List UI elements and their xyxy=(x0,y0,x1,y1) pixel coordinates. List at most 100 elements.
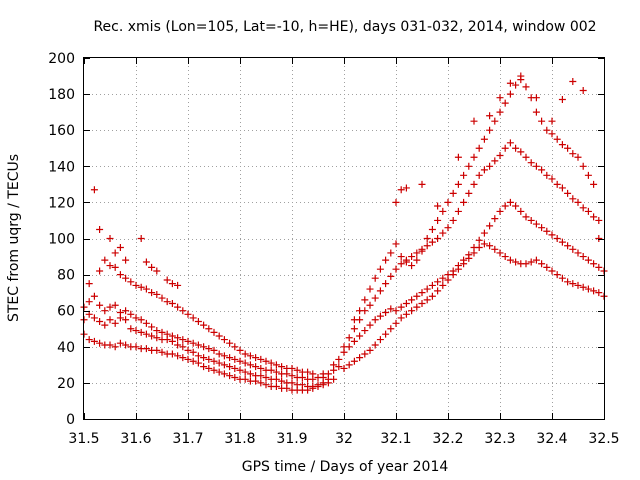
data-point xyxy=(558,238,566,246)
data-point xyxy=(392,319,400,327)
data-point xyxy=(205,355,213,363)
data-point xyxy=(558,274,566,282)
data-point xyxy=(153,327,161,335)
data-point xyxy=(210,328,218,336)
data-point xyxy=(361,350,369,358)
data-point xyxy=(309,383,317,391)
data-point xyxy=(506,139,514,147)
data-point xyxy=(408,307,416,315)
data-point xyxy=(262,373,270,381)
data-point xyxy=(486,126,494,134)
data-point xyxy=(257,355,265,363)
data-point xyxy=(226,372,234,380)
data-point xyxy=(595,263,603,271)
data-point xyxy=(168,299,176,307)
data-point xyxy=(553,271,561,279)
data-point xyxy=(335,363,343,371)
data-point xyxy=(402,310,410,318)
data-point xyxy=(397,303,405,311)
data-point xyxy=(148,332,156,340)
data-point xyxy=(574,281,582,289)
y-tick-label: 180 xyxy=(48,87,75,103)
data-point xyxy=(298,381,306,389)
data-point xyxy=(168,332,176,340)
data-point xyxy=(137,316,145,324)
x-tick-label: 31.9 xyxy=(276,431,307,447)
data-point xyxy=(257,372,265,380)
data-point xyxy=(168,350,176,358)
data-point xyxy=(491,245,499,253)
x-axis-label: GPS time / Days of year 2014 xyxy=(242,459,449,475)
data-point xyxy=(444,198,452,206)
data-point xyxy=(184,337,192,345)
data-point xyxy=(210,366,218,374)
data-point xyxy=(460,171,468,179)
data-point xyxy=(574,153,582,161)
data-point xyxy=(465,251,473,259)
data-point xyxy=(241,359,249,367)
data-point xyxy=(527,159,535,167)
data-point xyxy=(548,267,556,275)
data-point xyxy=(236,366,244,374)
y-tick-label: 140 xyxy=(48,159,75,175)
data-point xyxy=(137,283,145,291)
data-point xyxy=(262,357,270,365)
data-point xyxy=(106,303,114,311)
data-point xyxy=(470,117,478,125)
data-point xyxy=(595,216,603,224)
x-tick-label: 31.5 xyxy=(68,431,99,447)
data-point xyxy=(387,325,395,333)
data-point xyxy=(85,298,93,306)
data-point xyxy=(111,249,119,257)
data-point xyxy=(272,368,280,376)
data-point xyxy=(215,368,223,376)
data-point xyxy=(496,207,504,215)
data-point xyxy=(517,76,525,84)
data-point xyxy=(428,292,436,300)
data-point xyxy=(350,325,358,333)
data-point xyxy=(158,294,166,302)
data-point xyxy=(345,361,353,369)
data-point xyxy=(288,364,296,372)
data-point xyxy=(569,150,577,158)
data-point xyxy=(522,83,530,91)
data-point xyxy=(558,96,566,104)
data-point xyxy=(122,307,130,315)
y-tick-label: 120 xyxy=(48,195,75,211)
data-point xyxy=(418,180,426,188)
data-point xyxy=(512,258,520,266)
data-point xyxy=(101,321,109,329)
data-point xyxy=(512,144,520,152)
y-tick-label: 40 xyxy=(57,340,75,356)
data-point xyxy=(444,271,452,279)
data-point xyxy=(153,290,161,298)
data-point xyxy=(174,341,182,349)
data-point xyxy=(205,345,213,353)
data-point xyxy=(252,354,260,362)
data-point xyxy=(376,265,384,273)
data-point xyxy=(512,202,520,210)
data-point xyxy=(194,359,202,367)
data-point xyxy=(371,341,379,349)
data-point xyxy=(434,202,442,210)
data-point xyxy=(397,314,405,322)
data-point xyxy=(174,334,182,342)
data-point xyxy=(402,299,410,307)
data-point xyxy=(423,285,431,293)
data-point xyxy=(522,213,530,221)
data-point xyxy=(590,260,598,268)
data-point xyxy=(309,370,317,378)
data-point xyxy=(480,135,488,143)
data-point xyxy=(335,355,343,363)
data-point xyxy=(184,310,192,318)
data-point xyxy=(132,327,140,335)
data-point xyxy=(486,112,494,120)
data-point xyxy=(153,346,161,354)
data-point xyxy=(345,334,353,342)
data-point xyxy=(127,310,135,318)
data-point xyxy=(189,314,197,322)
data-point xyxy=(501,202,509,210)
data-point xyxy=(413,249,421,257)
data-point xyxy=(387,305,395,313)
